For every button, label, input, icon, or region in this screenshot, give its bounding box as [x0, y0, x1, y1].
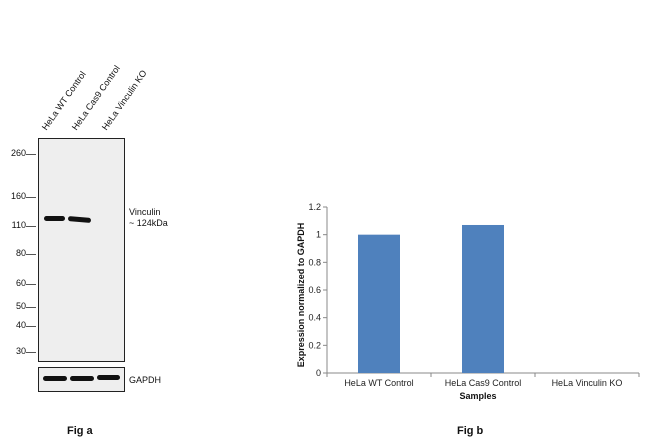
- y-tick-label: 1.2: [308, 202, 321, 212]
- y-axis-label: Expression normalized to GAPDH: [296, 223, 306, 368]
- y-tick-label: 0.6: [308, 285, 321, 295]
- marker-tick: [26, 326, 36, 327]
- marker-label: 80: [15, 248, 26, 258]
- x-tick-label: HeLa Vinculin KO: [552, 378, 623, 388]
- x-tick-label: HeLa Cas9 Control: [445, 378, 522, 388]
- bar-1: [462, 224, 504, 373]
- marker-label: 50: [15, 301, 26, 311]
- gapdh-band-wt: [43, 376, 67, 381]
- y-tick-label: 0.8: [308, 257, 321, 267]
- gapdh-blot: [38, 367, 125, 392]
- y-tick-label: 0.4: [308, 313, 321, 323]
- marker-tick: [26, 307, 36, 308]
- marker-label: 110: [11, 220, 26, 230]
- marker-tick: [26, 254, 36, 255]
- marker-label: 160: [10, 191, 26, 201]
- bar-0: [358, 234, 400, 373]
- y-tick-label: 0: [316, 368, 321, 378]
- x-axis-label: Samples: [459, 391, 496, 401]
- marker-label: 40: [15, 320, 26, 330]
- marker-tick: [26, 226, 36, 227]
- x-tick-label: HeLa WT Control: [344, 378, 413, 388]
- target-size-label: ~ 124kDa: [129, 218, 168, 228]
- fig-b-caption: Fig b: [457, 425, 484, 437]
- fig-a-caption: Fig a: [67, 425, 93, 437]
- y-tick-label: 1: [316, 230, 321, 240]
- gapdh-band-ko: [97, 375, 120, 380]
- marker-label: 60: [15, 278, 26, 288]
- gapdh-band-cas9: [70, 376, 94, 381]
- marker-tick: [26, 154, 36, 155]
- marker-label: 30: [15, 346, 26, 356]
- loading-control-label: GAPDH: [129, 375, 162, 385]
- marker-label: 260: [10, 148, 26, 158]
- marker-tick: [26, 197, 36, 198]
- target-label: Vinculin: [129, 207, 161, 217]
- band-wt: [44, 216, 65, 221]
- marker-tick: [26, 284, 36, 285]
- y-tick-label: 0.2: [308, 340, 321, 350]
- marker-tick: [26, 352, 36, 353]
- vinculin-blot: [38, 138, 125, 362]
